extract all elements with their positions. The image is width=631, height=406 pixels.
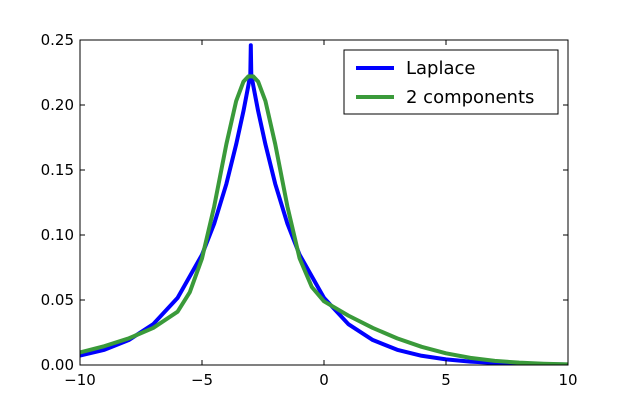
x-tick-label: −10 xyxy=(64,371,96,389)
x-tick-label: 10 xyxy=(558,371,577,389)
x-tick-label: 0 xyxy=(319,371,329,389)
legend-label: 2 components xyxy=(406,87,534,108)
y-tick-label: 0.05 xyxy=(41,291,74,309)
y-tick-label: 0.20 xyxy=(41,96,74,114)
series-line-2 xyxy=(80,74,568,365)
legend: Laplace 2 components xyxy=(343,49,559,115)
legend-box xyxy=(343,49,559,115)
axis-ticks: −10 −5 0 5 10 0.00 0.05 0.10 0.15 0.20 0.25 xyxy=(41,31,578,389)
y-tick-label: 0.15 xyxy=(41,161,74,179)
series-lines xyxy=(80,43,568,365)
y-tick-label: 0.25 xyxy=(41,31,74,49)
legend-label: Laplace xyxy=(406,58,476,79)
y-tick-label: 0.00 xyxy=(41,356,74,374)
x-tick-label: 5 xyxy=(441,371,451,389)
y-tick-label: 0.10 xyxy=(41,226,74,244)
x-tick-label: −5 xyxy=(191,371,213,389)
